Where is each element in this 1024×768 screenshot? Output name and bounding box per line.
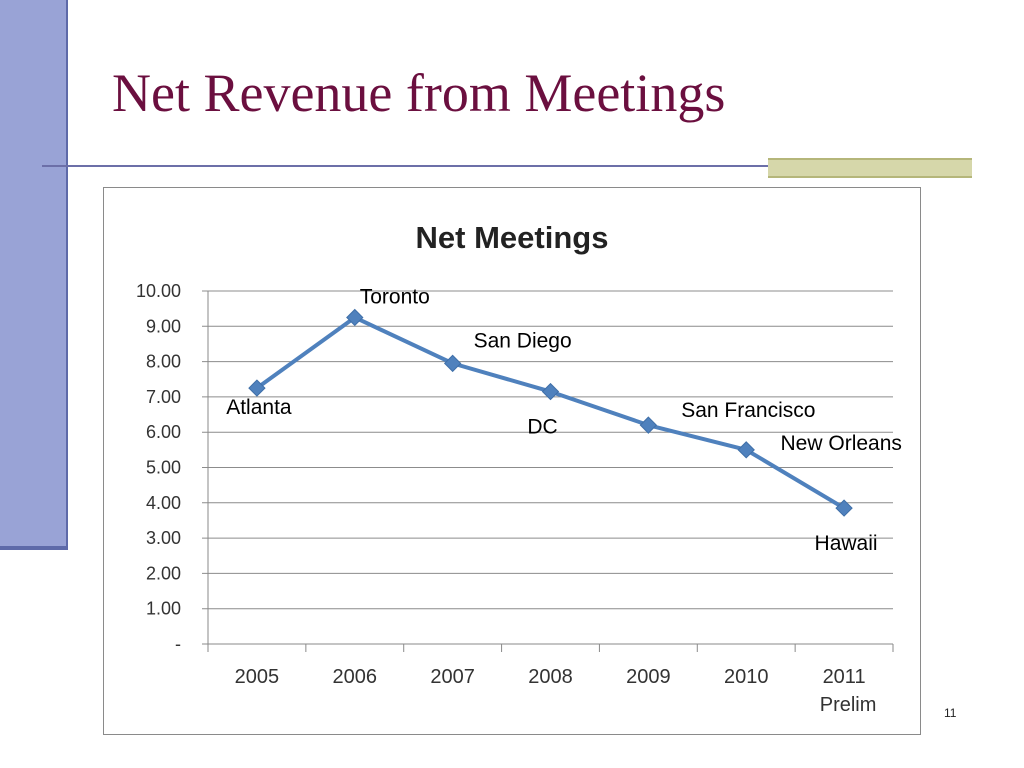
- data-point-marker: [443, 354, 462, 373]
- chart-title: Net Meetings: [416, 220, 609, 255]
- data-point-marker: [541, 382, 560, 401]
- x-tick-sublabel: Prelim: [820, 694, 877, 716]
- slide-title: Net Revenue from Meetings: [112, 63, 726, 123]
- y-tick-label: 4.00: [146, 493, 181, 513]
- data-point-marker: [737, 441, 755, 459]
- x-tick-label: 2009: [626, 666, 671, 688]
- x-tick-label: 2010: [724, 666, 769, 688]
- data-point-marker: [346, 308, 364, 327]
- data-point-marker: [248, 379, 266, 397]
- y-tick-label: 2.00: [146, 563, 181, 583]
- x-tick-label: 2005: [235, 666, 280, 688]
- data-point-label: New Orleans: [781, 432, 902, 455]
- data-point-label: Atlanta: [226, 396, 292, 419]
- data-point-label: Toronto: [360, 285, 430, 308]
- y-tick-label: 3.00: [146, 528, 181, 548]
- title-divider: [42, 165, 972, 167]
- y-tick-label: 5.00: [146, 458, 181, 478]
- data-point-marker: [835, 499, 853, 517]
- divider-accent-bar: [768, 158, 972, 178]
- y-tick-label: 10.00: [136, 281, 181, 301]
- data-point-label: Hawaii: [815, 532, 878, 555]
- y-tick-label: 9.00: [146, 316, 181, 336]
- page-number: 11: [944, 706, 957, 720]
- x-tick-label: 2007: [430, 666, 475, 688]
- y-tick-label: 6.00: [146, 422, 181, 442]
- data-point-marker: [639, 416, 658, 434]
- y-tick-label: -: [175, 634, 181, 654]
- x-tick-label: 2006: [333, 666, 378, 688]
- data-point-label: San Francisco: [681, 399, 815, 422]
- y-tick-label: 1.00: [146, 599, 181, 619]
- x-tick-label: 2008: [528, 666, 573, 688]
- y-tick-label: 8.00: [146, 352, 181, 372]
- data-point-label: DC: [527, 416, 557, 439]
- x-tick-label: 2011: [823, 666, 866, 688]
- slide-sidebar-decoration: [0, 0, 68, 550]
- data-point-label: San Diego: [474, 329, 572, 352]
- y-tick-label: 7.00: [146, 387, 181, 407]
